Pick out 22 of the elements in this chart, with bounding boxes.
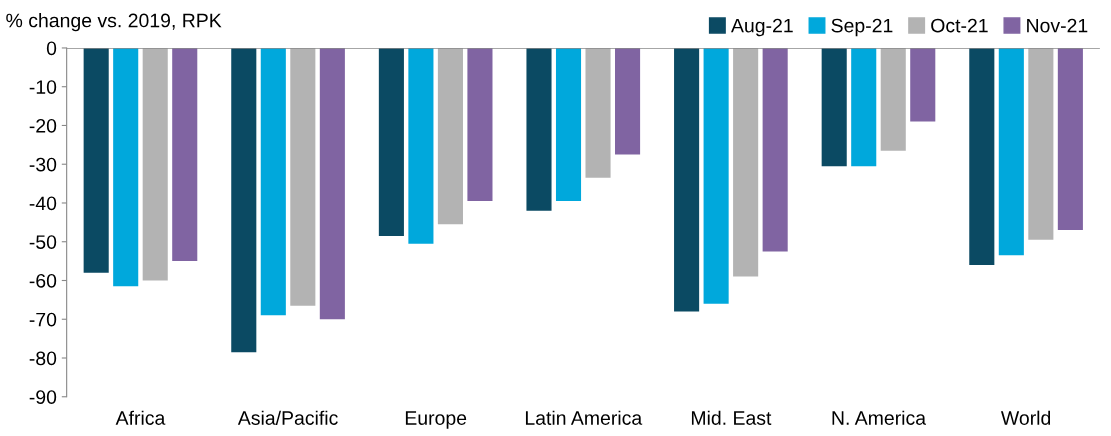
y-tick-label: -30 (29, 157, 57, 172)
y-tick-label: -90 (29, 390, 57, 404)
y-tick-label: -50 (29, 235, 57, 249)
y-tick-label: -10 (29, 80, 57, 94)
y-tick-label: -20 (29, 118, 57, 133)
y-tick-label: -40 (29, 196, 57, 211)
x-tick-label: N. America (832, 410, 927, 425)
y-tick-label: -70 (29, 312, 57, 327)
x-tick-label: World (1000, 410, 1051, 425)
legend-label: Nov-21 (1027, 18, 1088, 33)
legend-label: Aug-21 (731, 18, 793, 37)
x-tick-label: Mid. East (691, 410, 772, 425)
x-tick-label: Asia/Pacific (237, 410, 338, 425)
y-tick-label: -80 (29, 351, 57, 366)
legend-label: Oct-21 (931, 18, 988, 33)
x-tick-label: Latin America (525, 410, 643, 425)
x-tick-label: Europe (405, 411, 467, 429)
legend-label: Sep-21 (831, 18, 893, 37)
x-tick-label: Africa (115, 410, 166, 425)
y-tick-label: 0 (46, 41, 57, 56)
y-tick-label: -60 (29, 273, 57, 288)
chart-title: % change vs. 2019, RPK (6, 13, 222, 32)
